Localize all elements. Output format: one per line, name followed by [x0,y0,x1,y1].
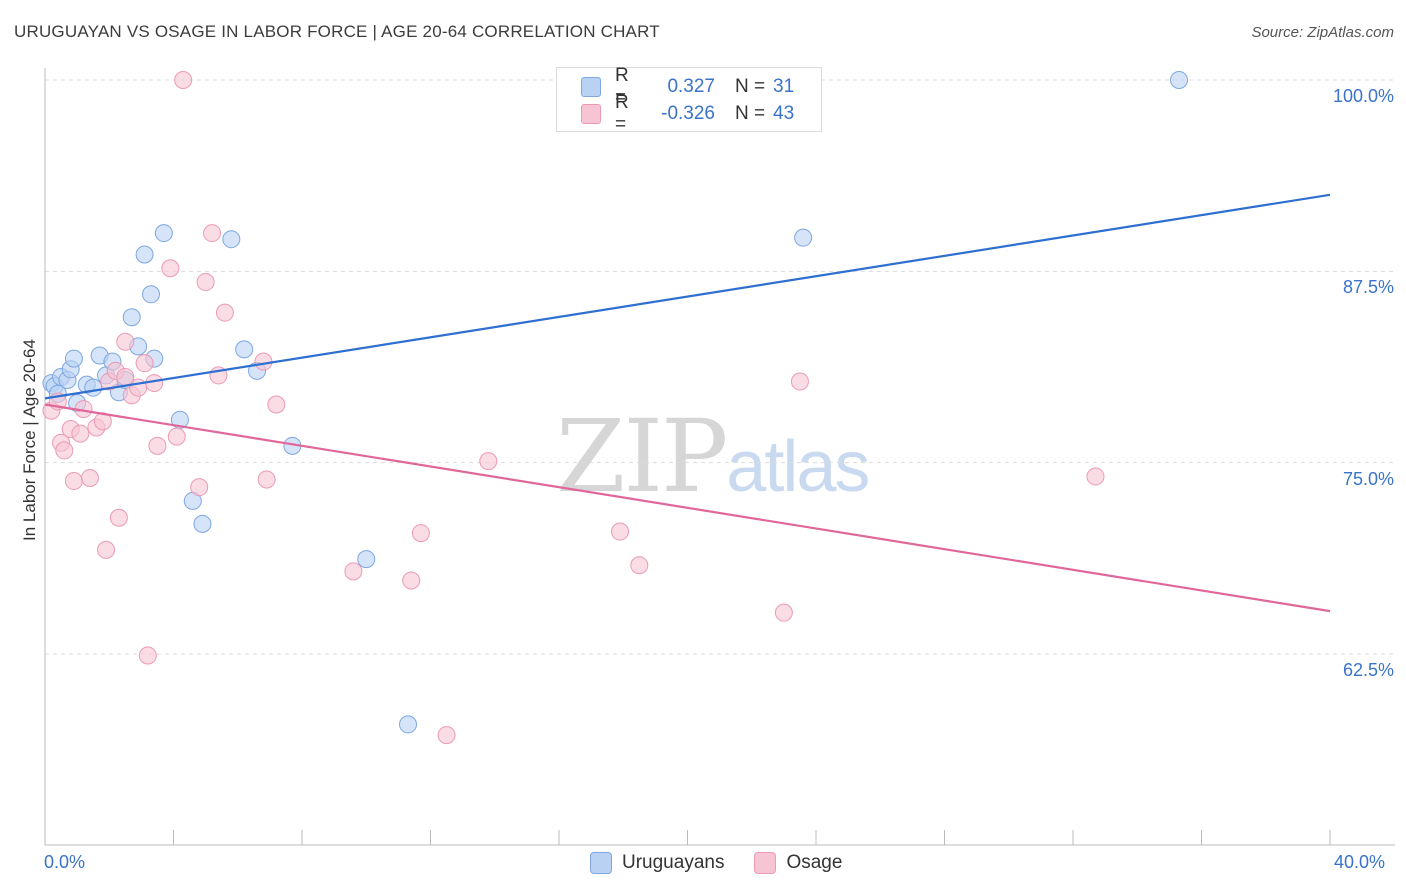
osage-point [138,646,157,665]
osage-point [411,524,430,543]
osage-point [116,332,135,351]
uruguayan-point [222,230,241,249]
osage-point [344,562,363,581]
watermark: ZIPatlas [556,398,870,515]
uruguayan-point [122,308,141,327]
osage-point [80,468,99,487]
series-name-osage: Osage [786,852,843,873]
uruguayan-point [794,228,813,247]
osage-point [97,540,116,559]
osage-point [630,556,649,575]
uruguayan-point [235,340,254,359]
legend-swatch-blue [581,77,601,97]
osage-point [437,726,456,745]
osage-point [135,354,154,373]
legend-r-value: 0.327 [667,76,715,97]
uruguayan-point [84,378,103,397]
uruguayan-point [399,715,418,734]
osage-point [267,395,286,414]
uruguayan-trend-line [44,193,1331,400]
legend-r-label: R = [615,65,629,108]
osage-point [71,424,90,443]
osage-point [402,571,421,590]
osage-point [148,436,167,455]
osage-point [55,441,74,460]
osage-point [254,352,273,371]
stats-legend: R = 0.327 N = 31 R = -0.326 N = 43 [556,65,822,135]
uruguayan-point [1170,71,1189,89]
y-axis-title-wrap: In Labor Force | Age 20-64 [18,300,42,580]
series-swatch-pink [754,852,777,874]
legend-row-uruguayans: R = 0.327 N = 31 [581,65,795,108]
legend-n-value: 43 [773,103,795,124]
series-legend-osage: Osage [754,852,842,874]
chart-title: URUGUAYAN VS OSAGE IN LABOR FORCE | AGE … [14,22,660,41]
legend-r-value: -0.326 [661,103,715,124]
y-tick-label: 75.0% [1342,468,1394,489]
legend-n-value: 31 [773,76,795,97]
axis-layer [44,68,1395,846]
trend-layer [44,193,1331,613]
series-legend-uruguayans: Uruguayans [590,852,724,874]
uruguayan-point [154,224,173,243]
uruguayan-point [193,514,212,533]
y-tick-label: 100.0% [1332,86,1394,106]
osage-point [257,470,276,489]
points-layer [42,71,1189,745]
y-tick-label: 62.5% [1342,660,1394,680]
source-label: Source: ZipAtlas.com [1251,24,1394,41]
uruguayan-point [135,245,154,264]
osage-point [790,372,809,391]
osage-point [774,603,793,622]
watermark-atlas: atlas [726,427,870,507]
x-tick-label-max: 40.0% [1334,852,1386,872]
osage-point [174,71,193,89]
y-axis-title: In Labor Force | Age 20-64 [20,339,39,541]
osage-point [215,303,234,322]
osage-point [161,259,180,278]
osage-point [64,472,83,491]
osage-point [1086,467,1105,486]
watermark-zip: ZIP [556,398,728,515]
x-tick-label-min: 0.0% [44,852,86,872]
legend-n-label: N = [735,103,766,124]
osage-point [167,427,186,446]
y-tick-label: 87.5% [1342,277,1394,298]
series-name-uruguayans: Uruguayans [622,852,725,873]
osage-trend-line [44,403,1331,613]
legend-r-label: R = [615,92,629,135]
osage-point [611,522,630,541]
legend-swatch-pink [581,104,601,124]
uruguayan-point [64,349,83,368]
osage-point [203,224,222,243]
uruguayan-point [357,550,376,569]
series-legend: Uruguayans Osage [590,852,872,874]
osage-point [109,508,128,527]
legend-n-label: N = [735,76,766,97]
uruguayan-point [142,285,161,304]
osage-point [196,273,215,292]
series-swatch-blue [590,852,612,874]
osage-point [190,478,209,497]
legend-row-osage: R = -0.326 N = 43 [581,92,795,135]
osage-point [479,452,498,471]
